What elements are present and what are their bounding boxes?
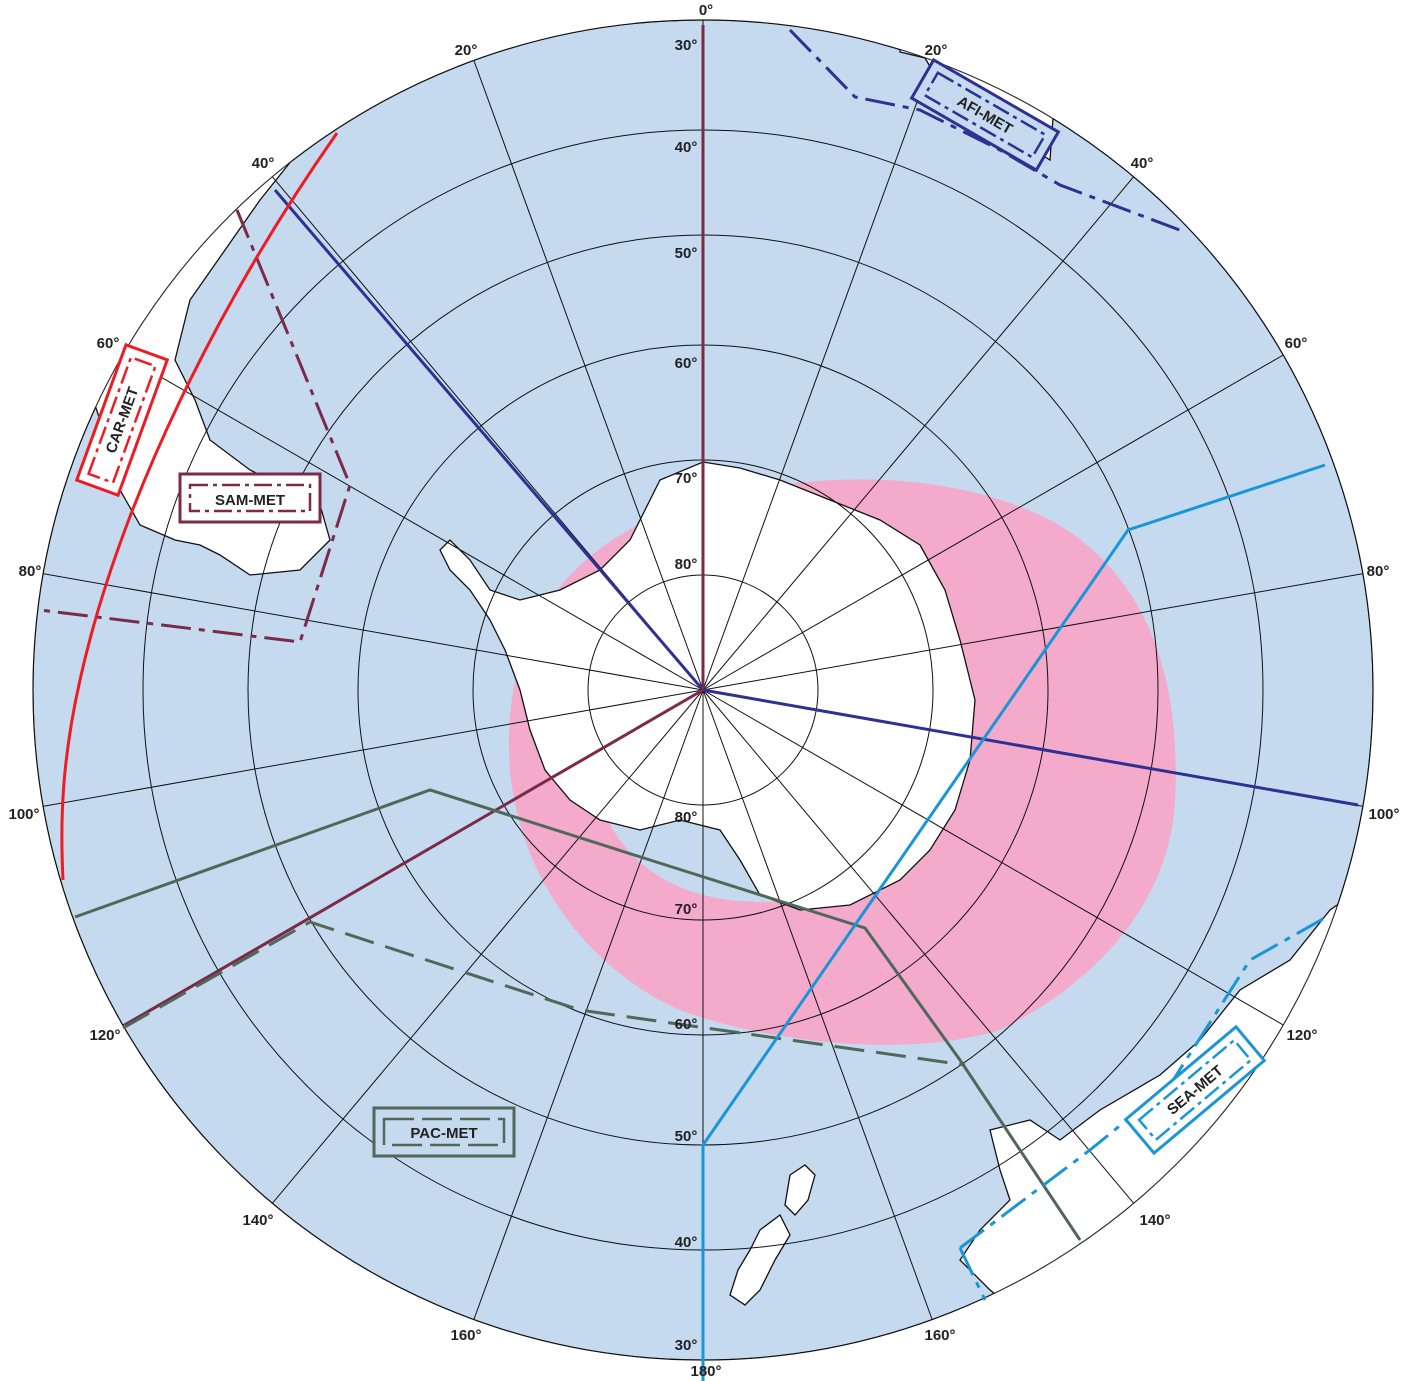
- lat-label-n-80: 80°: [675, 556, 698, 573]
- new-zealand-north: [784, 1164, 816, 1216]
- meridian-line: [702, 689, 937, 1330]
- pac-boundary: [74, 788, 1082, 1241]
- longitude-labels: 0° 180° 20° 20° 40° 40° 60° 60° 80° 80° …: [8, 2, 1399, 1380]
- lat-label-s-30: 30°: [675, 1337, 698, 1354]
- lat-label-s-70: 70°: [675, 901, 698, 918]
- pac-met-box: PAC-MET: [372, 1106, 516, 1158]
- car-boundary: [60, 132, 339, 881]
- lon-label-100-right: 100°: [1368, 806, 1399, 823]
- lon-label-60-left: 60°: [97, 335, 120, 352]
- new-zealand-south: [729, 1214, 791, 1306]
- latitude-labels-north: 30° 40° 50° 60° 70° 80°: [675, 37, 698, 573]
- lon-label-120-right: 120°: [1286, 1027, 1317, 1044]
- lat-label-s-40: 40°: [675, 1234, 698, 1251]
- lon-label-20-right: 20°: [925, 42, 948, 59]
- meridian-line: [702, 571, 1373, 691]
- lon-label-140-left: 140°: [242, 1212, 273, 1229]
- lat-label-n-30: 30°: [675, 37, 698, 54]
- meridian-line: [702, 689, 1141, 1212]
- lon-label-100-left: 100°: [8, 806, 39, 823]
- pink-band: [508, 479, 1176, 1045]
- meridian-line: [113, 349, 704, 691]
- lat-label-n-40: 40°: [675, 139, 698, 156]
- sam-boundary: [39, 25, 705, 1027]
- lat-label-s-80: 80°: [675, 809, 698, 826]
- lon-label-160-right: 160°: [924, 1327, 955, 1344]
- lon-label-80-left: 80°: [19, 563, 42, 580]
- sam-met-label: SAM-MET: [215, 492, 285, 509]
- sam-met-box: SAM-MET: [178, 472, 322, 524]
- lat-label-n-60: 60°: [675, 355, 698, 372]
- afi-boundary: [273, 28, 1359, 807]
- lon-label-40-left: 40°: [252, 155, 275, 172]
- meridian-line: [702, 50, 937, 691]
- lat-label-s-50: 50°: [675, 1128, 698, 1145]
- meridian-line: [702, 689, 1293, 1031]
- meridian-line: [265, 689, 704, 1212]
- lon-label-180: 180°: [690, 1363, 721, 1380]
- pac-met-label: PAC-MET: [410, 1125, 477, 1142]
- lon-label-0: 0°: [699, 2, 713, 19]
- lon-label-120-left: 120°: [89, 1027, 120, 1044]
- lon-label-60-right: 60°: [1285, 335, 1308, 352]
- meridian-line: [33, 571, 704, 691]
- meridian-line: [469, 50, 704, 691]
- lat-label-s-60: 60°: [675, 1016, 698, 1033]
- latitude-labels-south: 80° 70° 60° 50° 40° 30°: [675, 809, 698, 1354]
- lat-label-n-70: 70°: [675, 470, 698, 487]
- meridian-line: [33, 689, 704, 809]
- lat-label-n-50: 50°: [675, 245, 698, 262]
- lon-label-80-right: 80°: [1367, 563, 1390, 580]
- lon-label-40-right: 40°: [1131, 155, 1154, 172]
- antarctica: [439, 461, 976, 911]
- lon-label-140-right: 140°: [1139, 1212, 1170, 1229]
- car-met-box: CAR-MET: [74, 342, 170, 498]
- lon-label-160-left: 160°: [450, 1327, 481, 1344]
- meridian-line: [702, 168, 1141, 691]
- lon-label-20-left: 20°: [455, 42, 478, 59]
- meridian-line: [702, 349, 1293, 691]
